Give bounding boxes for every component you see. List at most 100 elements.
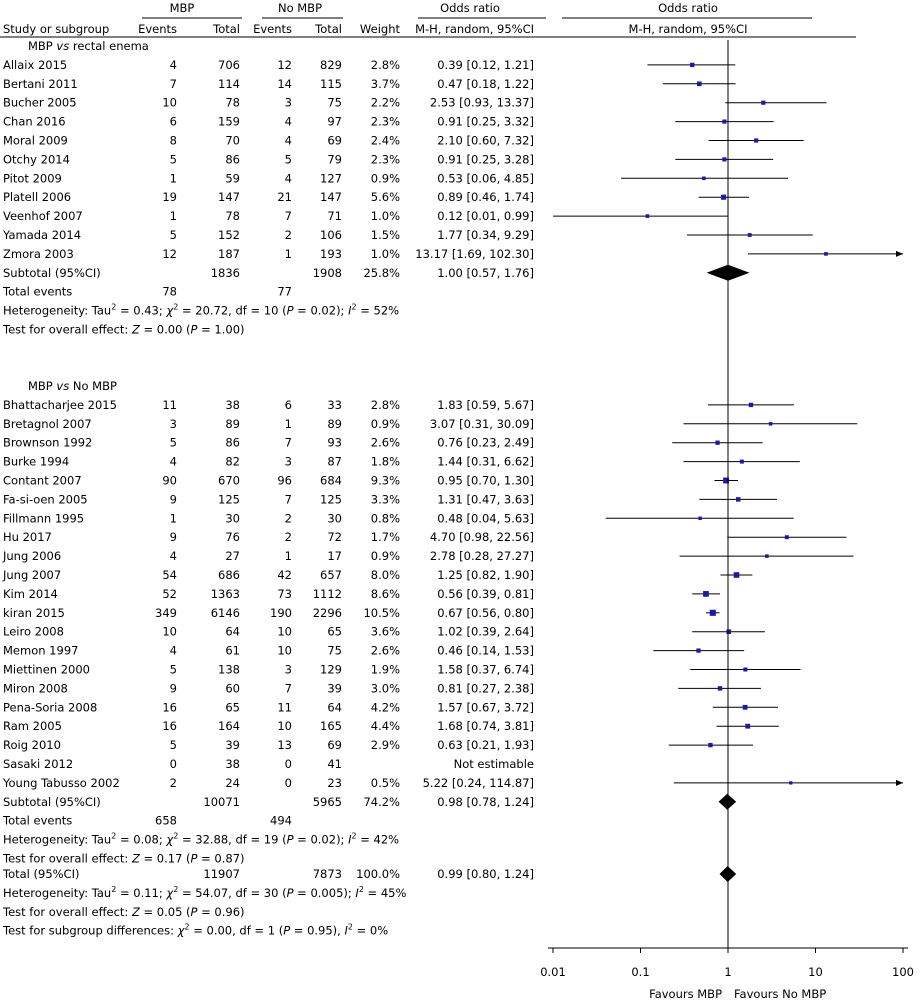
study-total1: 164: [218, 719, 240, 733]
study-events1: 1: [170, 171, 177, 185]
study-events2: 0: [285, 757, 292, 771]
ci-arrow-10: [896, 250, 903, 257]
subgroup-differences-part-2: 2: [184, 923, 189, 932]
study-events1: 19: [162, 190, 177, 204]
header-study: Study or subgroup: [3, 22, 109, 36]
or-point-13: [715, 440, 720, 445]
heterogeneity-1: Heterogeneity: Tau2 = 0.08; χ2 = 32.88, …: [3, 832, 399, 847]
or-point-1: [697, 81, 702, 87]
study-name: Fillmann 1995: [3, 511, 84, 525]
study-events2: 3: [285, 96, 292, 110]
study-total2: 129: [320, 663, 342, 677]
study-total1: 706: [218, 58, 240, 72]
study-events1: 11: [162, 398, 177, 412]
study-ci: 1.02 [0.39, 2.64]: [437, 625, 534, 639]
subtotal-label: Subtotal (95%CI): [3, 795, 101, 809]
total-heterogeneity-part-4: 2: [173, 885, 178, 894]
overall-effect-0-part-0: Test for overall effect:: [2, 323, 132, 337]
group-title-0-part-0: MBP: [28, 39, 56, 53]
study-ci: 13.17 [1.69, 102.30]: [415, 247, 534, 261]
study-weight: 0.5%: [371, 776, 400, 790]
study-total1: 39: [225, 738, 240, 752]
study-name: Kim 2014: [3, 587, 58, 601]
total-heterogeneity-part-10: = 45%: [364, 886, 407, 900]
total-overall-effect: Test for overall effect: Z = 0.05 (P = 0…: [2, 905, 245, 919]
or-point-16: [736, 497, 741, 502]
subtotal-ci: 0.98 [0.78, 1.24]: [437, 795, 534, 809]
total-overall-effect-part-1: Z: [131, 905, 141, 919]
study-ci: 0.48 [0.04, 5.63]: [437, 511, 534, 525]
study-ci: 0.47 [0.18, 1.22]: [437, 77, 534, 91]
study-events1: 0: [170, 757, 177, 771]
study-total2: 75: [327, 96, 342, 110]
study-events1: 9: [170, 530, 177, 544]
overall-effect-0-part-3: P: [191, 323, 198, 337]
study-total1: 70: [225, 134, 240, 148]
total-events1: 78: [162, 285, 177, 299]
study-ci: 0.12 [0.01, 0.99]: [437, 209, 534, 223]
study-weight: 3.0%: [371, 681, 400, 695]
study-total2: 1112: [313, 587, 342, 601]
study-events2: 7: [285, 209, 292, 223]
study-total1: 86: [225, 152, 240, 166]
subtotal-weight: 25.8%: [363, 266, 400, 280]
heterogeneity-1-part-6: P: [287, 833, 294, 847]
heterogeneity-1-part-1: 2: [111, 832, 116, 841]
study-name: Young Tabusso 2002: [2, 776, 120, 790]
group-title-1-part-1: vs: [56, 379, 69, 393]
study-events2: 12: [277, 58, 292, 72]
study-events1: 349: [155, 606, 177, 620]
or-point-26: [717, 686, 723, 691]
study-weight: 2.3%: [371, 152, 400, 166]
heterogeneity-0-part-7: = 0.02);: [294, 304, 349, 318]
study-ci: 0.81 [0.27, 2.38]: [437, 681, 534, 695]
study-total2: 17: [327, 549, 342, 563]
or-point-22: [709, 609, 716, 616]
study-weight: 0.9%: [371, 171, 400, 185]
heterogeneity-0-part-9: 2: [352, 303, 357, 312]
heterogeneity-1-part-7: = 0.02);: [294, 833, 349, 847]
x-tick-label-2: 1: [724, 965, 731, 979]
study-name: Veenhof 2007: [3, 209, 83, 223]
subgroup-differences: Test for subgroup differences: χ2 = 0.00…: [2, 923, 388, 938]
study-events2: 10: [277, 625, 292, 639]
total-heterogeneity-part-0: Heterogeneity: Tau: [3, 886, 111, 900]
study-events1: 5: [170, 663, 177, 677]
study-events1: 5: [170, 152, 177, 166]
or-point-25: [743, 667, 748, 672]
or-point-24: [696, 648, 701, 653]
study-ci: 0.46 [0.14, 1.53]: [437, 644, 534, 658]
study-events2: 2: [285, 228, 292, 242]
header-group1: MBP: [170, 1, 195, 15]
study-name: Memon 1997: [3, 644, 78, 658]
study-total2: 23: [327, 776, 342, 790]
study-events1: 16: [162, 700, 177, 714]
study-name: Miettinen 2000: [3, 663, 90, 677]
study-total2: 93: [327, 436, 342, 450]
study-events1: 4: [170, 455, 177, 469]
heterogeneity-0-part-6: P: [287, 304, 294, 318]
or-point-10: [824, 252, 828, 256]
study-total2: 69: [327, 134, 342, 148]
heterogeneity-0-part-1: 2: [111, 303, 116, 312]
study-name: Hu 2017: [3, 530, 52, 544]
or-point-19: [765, 554, 769, 558]
total-events2: 494: [270, 814, 292, 828]
study-total1: 686: [218, 568, 240, 582]
study-total1: 86: [225, 436, 240, 450]
study-events2: 3: [285, 663, 292, 677]
total-label: Total (95%CI): [2, 867, 79, 881]
study-total1: 78: [225, 96, 240, 110]
study-ci: 5.22 [0.24, 114.87]: [423, 776, 534, 790]
study-total1: 125: [218, 492, 240, 506]
study-weight: 3.7%: [371, 77, 400, 91]
total-heterogeneity-part-9: 2: [359, 885, 364, 894]
subgroup-differences-part-0: Test for subgroup differences:: [2, 924, 178, 938]
study-total2: 75: [327, 644, 342, 658]
x-tick-label-0: 0.01: [540, 965, 566, 979]
study-weight: 4.4%: [371, 719, 400, 733]
study-events2: 4: [285, 171, 292, 185]
group-title-0: MBP vs rectal enema: [28, 39, 149, 53]
or-point-3: [722, 119, 727, 124]
study-total2: 69: [327, 738, 342, 752]
